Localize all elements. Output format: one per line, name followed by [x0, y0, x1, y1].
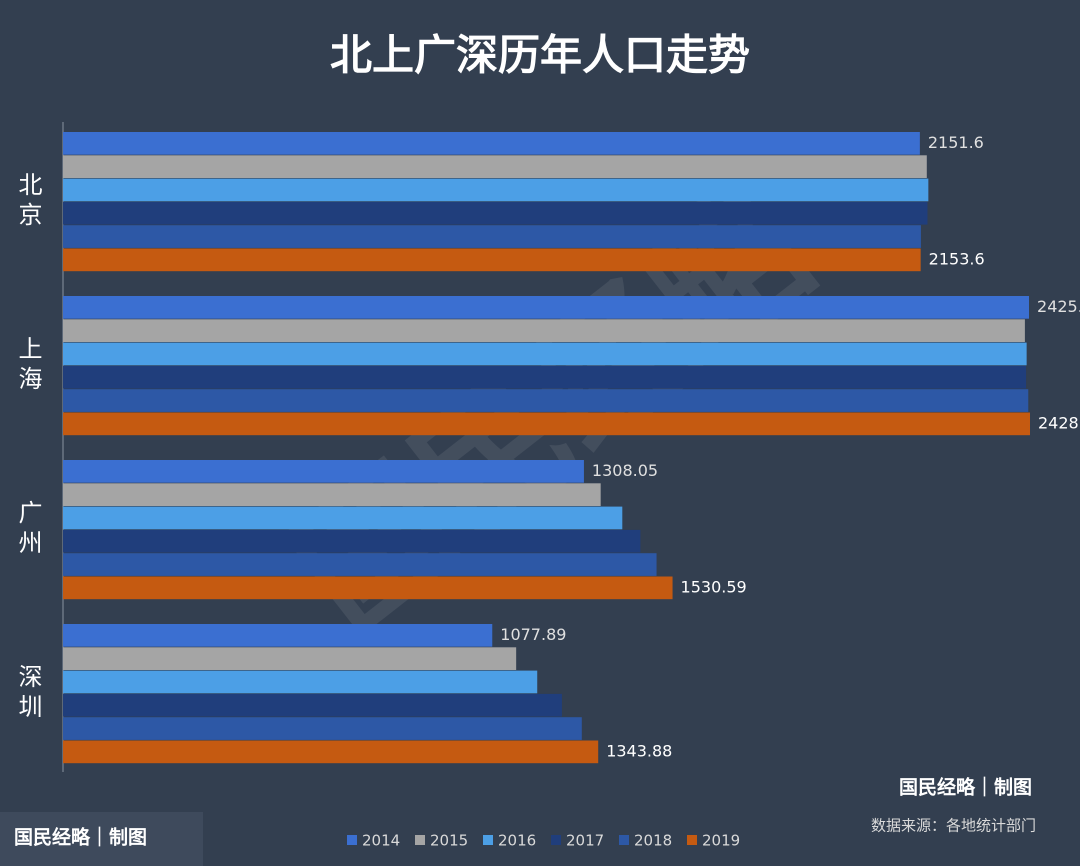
category-label: 广州: [14, 500, 42, 560]
legend-swatch: [347, 835, 357, 845]
legend-label: 2015: [430, 832, 468, 850]
bar: [63, 389, 1029, 412]
legend-swatch: [415, 835, 425, 845]
category-label: 上海: [14, 336, 42, 396]
bar: [63, 693, 562, 717]
bar: [63, 412, 1030, 436]
legend-label: 2016: [498, 832, 536, 850]
value-label: 2425.68: [1037, 297, 1080, 316]
bar: [63, 647, 517, 670]
value-label: 1530.59: [681, 578, 747, 597]
bar: [63, 483, 601, 506]
value-label: 2151.6: [928, 133, 984, 152]
bar: [63, 553, 657, 576]
legend-swatch: [619, 835, 629, 845]
bar: [63, 178, 929, 202]
credit-box: [0, 812, 203, 866]
bar: [63, 576, 673, 600]
value-label: 2153.6: [929, 250, 985, 269]
bar: [63, 155, 927, 178]
category-label: 北京: [14, 172, 42, 232]
bar: [63, 506, 623, 530]
legend-swatch: [687, 835, 697, 845]
legend-label: 2017: [566, 832, 604, 850]
value-label: 1077.89: [500, 625, 566, 644]
value-label: 1308.05: [592, 461, 658, 480]
bar: [63, 624, 493, 647]
bar: [63, 342, 1027, 366]
legend-swatch: [551, 835, 561, 845]
source: 数据来源：各地统计部门: [871, 817, 1036, 835]
credit: 国民经略｜制图: [899, 776, 1032, 799]
bar: [63, 717, 582, 740]
chart-title: 北上广深历年人口走势: [330, 31, 750, 80]
legend-label: 2014: [362, 832, 400, 850]
legend-label: 2018: [634, 832, 672, 850]
bar: [63, 248, 921, 272]
bar: [63, 365, 1027, 389]
credit: 国民经略｜制图: [14, 826, 147, 849]
bar: [63, 529, 641, 553]
legend-label: 2019: [702, 832, 740, 850]
value-label: 2428.14: [1038, 414, 1080, 433]
bar: [63, 296, 1030, 319]
bar: [63, 460, 584, 483]
bar: [63, 670, 538, 694]
category-label: 深圳: [14, 664, 42, 724]
bar: [63, 319, 1025, 342]
value-label: 1343.88: [606, 742, 672, 761]
bar: [63, 225, 921, 248]
bar: [63, 740, 599, 764]
legend-swatch: [483, 835, 493, 845]
bar: [63, 132, 920, 155]
bar: [63, 201, 928, 225]
